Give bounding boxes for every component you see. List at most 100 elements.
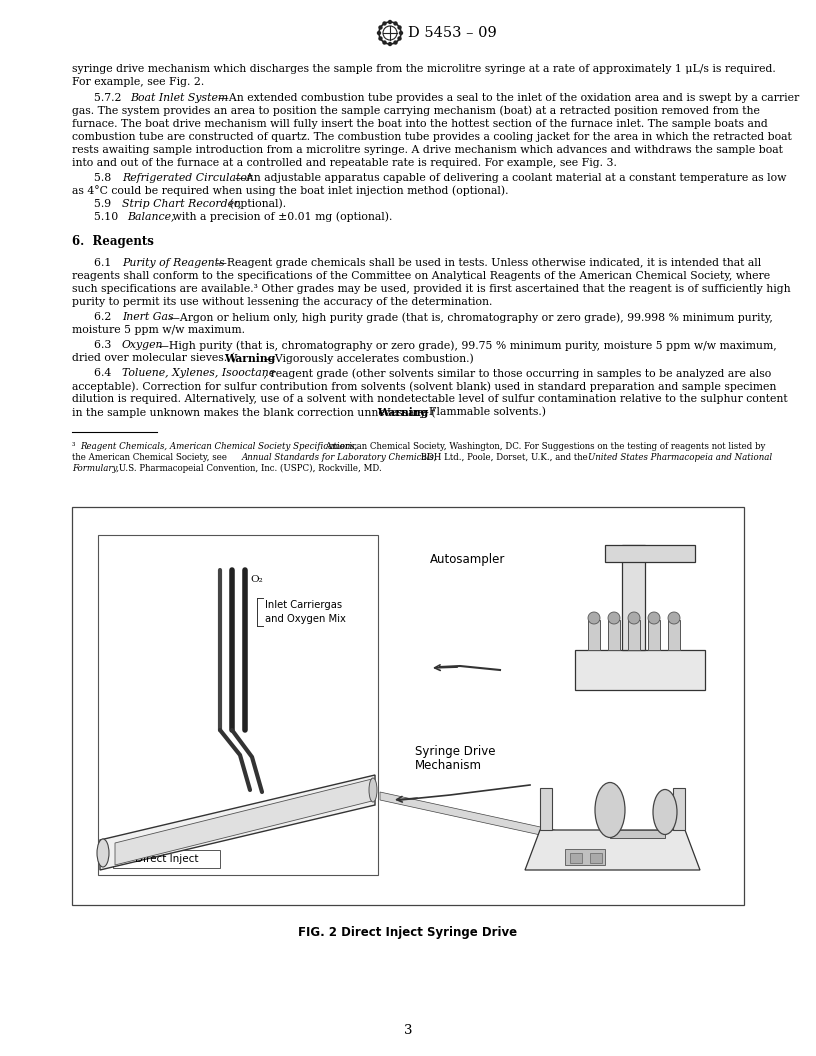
Text: dried over molecular sieves. (: dried over molecular sieves. ( (72, 354, 235, 363)
Circle shape (394, 41, 397, 44)
Circle shape (383, 22, 386, 25)
Text: Formulary,: Formulary, (72, 464, 119, 473)
Text: purity to permit its use without lessening the accuracy of the determination.: purity to permit its use without lesseni… (72, 298, 492, 307)
Bar (673, 788, 685, 830)
Bar (113, 850, 220, 868)
Polygon shape (100, 775, 375, 870)
Text: gas. The system provides an area to position the sample carrying mechanism (boat: gas. The system provides an area to posi… (72, 106, 760, 116)
Text: into and out of the furnace at a controlled and repeatable rate is required. For: into and out of the furnace at a control… (72, 157, 617, 168)
Text: —Vigorously accelerates combustion.): —Vigorously accelerates combustion.) (264, 354, 474, 364)
Polygon shape (605, 545, 695, 562)
Polygon shape (380, 792, 600, 848)
Bar (610, 830, 665, 838)
Text: —An extended combustion tube provides a seal to the inlet of the oxidation area : —An extended combustion tube provides a … (218, 93, 799, 102)
Text: 5.8: 5.8 (94, 172, 118, 183)
Text: with a precision of ±0.01 mg (optional).: with a precision of ±0.01 mg (optional). (169, 211, 392, 222)
Text: Boat Inlet System: Boat Inlet System (130, 93, 228, 102)
Polygon shape (575, 650, 705, 690)
Text: 6.  Reagents: 6. Reagents (72, 234, 154, 248)
Text: United States Pharmacopeia and National: United States Pharmacopeia and National (588, 453, 772, 461)
Circle shape (378, 32, 380, 35)
Text: furnace. The boat drive mechanism will fully insert the boat into the hottest se: furnace. The boat drive mechanism will f… (72, 118, 768, 129)
Circle shape (648, 612, 660, 624)
Text: acceptable). Correction for sulfur contribution from solvents (solvent blank) us: acceptable). Correction for sulfur contr… (72, 381, 776, 392)
Text: Syringe Drive: Syringe Drive (415, 744, 495, 758)
Text: 6.1: 6.1 (94, 259, 118, 268)
Text: Refrigerated Circulator: Refrigerated Circulator (122, 172, 252, 183)
Text: —Reagent grade chemicals shall be used in tests. Unless otherwise indicated, it : —Reagent grade chemicals shall be used i… (216, 259, 761, 268)
Text: —Flammable solvents.): —Flammable solvents.) (418, 408, 546, 417)
Circle shape (588, 612, 600, 624)
Ellipse shape (595, 782, 625, 837)
Ellipse shape (369, 778, 377, 802)
Text: 5.10: 5.10 (94, 211, 125, 222)
Circle shape (398, 26, 401, 29)
Text: FIG. 2 Direct Inject Syringe Drive: FIG. 2 Direct Inject Syringe Drive (299, 926, 517, 939)
Text: —An adjustable apparatus capable of delivering a coolant material at a constant : —An adjustable apparatus capable of deli… (235, 172, 787, 183)
Text: Warning: Warning (224, 354, 275, 364)
Text: 5.9: 5.9 (94, 199, 118, 208)
Circle shape (383, 41, 386, 44)
Text: moisture 5 ppm w/w maximum.: moisture 5 ppm w/w maximum. (72, 325, 245, 336)
Text: 6.4: 6.4 (94, 369, 118, 378)
Circle shape (388, 20, 392, 23)
Text: BDH Ltd., Poole, Dorset, U.K., and the: BDH Ltd., Poole, Dorset, U.K., and the (418, 453, 591, 461)
Text: —Argon or helium only, high purity grade (that is, chromatography or zero grade): —Argon or helium only, high purity grade… (169, 313, 773, 323)
Text: dilution is required. Alternatively, use of a solvent with nondetectable level o: dilution is required. Alternatively, use… (72, 394, 787, 404)
Text: Reagent Chemicals, American Chemical Society Specifications,: Reagent Chemicals, American Chemical Soc… (80, 441, 357, 451)
Text: Inert Gas: Inert Gas (122, 313, 174, 322)
Text: syringe drive mechanism which discharges the sample from the microlitre syringe : syringe drive mechanism which discharges… (72, 64, 776, 74)
Bar (570, 853, 582, 863)
Bar (628, 620, 640, 650)
Text: American Chemical Society, Washington, DC. For Suggestions on the testing of rea: American Chemical Society, Washington, D… (323, 441, 765, 451)
Text: Annual Standards for Laboratory Chemicals,: Annual Standards for Laboratory Chemical… (242, 453, 437, 461)
Text: 3: 3 (404, 1023, 412, 1037)
Bar (540, 788, 552, 830)
Bar (668, 620, 680, 650)
Text: 6.2: 6.2 (94, 313, 118, 322)
Text: D 5453 – 09: D 5453 – 09 (408, 26, 497, 40)
Text: in the sample unknown makes the blank correction unnecessary. (: in the sample unknown makes the blank co… (72, 408, 436, 418)
Polygon shape (115, 779, 372, 865)
Circle shape (394, 22, 397, 25)
Text: rests awaiting sample introduction from a microlitre syringe. A drive mechanism : rests awaiting sample introduction from … (72, 145, 783, 154)
Text: Oxygen: Oxygen (122, 340, 163, 351)
Bar (98, 535, 378, 875)
Text: For example, see Fig. 2.: For example, see Fig. 2. (72, 77, 204, 87)
Bar (608, 620, 620, 650)
Text: Purity of Reagents: Purity of Reagents (122, 259, 224, 268)
Circle shape (400, 32, 402, 35)
Ellipse shape (97, 840, 109, 867)
Bar (565, 849, 605, 865)
Text: the American Chemical Society, see: the American Chemical Society, see (72, 453, 230, 461)
Polygon shape (525, 830, 700, 870)
Text: Balance,: Balance, (127, 211, 175, 222)
Text: (optional).: (optional). (226, 199, 286, 209)
Bar (648, 620, 660, 650)
Circle shape (628, 612, 640, 624)
Ellipse shape (653, 790, 677, 834)
Text: Autosampler: Autosampler (430, 553, 505, 566)
Text: Inlet Carriergas: Inlet Carriergas (265, 600, 342, 610)
Text: combustion tube are constructed of quartz. The combustion tube provides a coolin: combustion tube are constructed of quart… (72, 132, 792, 142)
Text: such specifications are available.³ Other grades may be used, provided it is fir: such specifications are available.³ Othe… (72, 284, 791, 295)
Text: Strip Chart Recorder,: Strip Chart Recorder, (122, 199, 242, 208)
Circle shape (388, 42, 392, 45)
Polygon shape (622, 545, 645, 650)
Text: 5.7.2: 5.7.2 (94, 93, 128, 102)
Text: Direct Inject: Direct Inject (135, 854, 198, 864)
Bar (588, 620, 600, 650)
Text: Mechanism: Mechanism (415, 759, 482, 772)
Text: , reagent grade (other solvents similar to those occurring in samples to be anal: , reagent grade (other solvents similar … (260, 369, 771, 379)
Text: reagents shall conform to the specifications of the Committee on Analytical Reag: reagents shall conform to the specificat… (72, 271, 770, 281)
Circle shape (608, 612, 620, 624)
Text: and Oxygen Mix: and Oxygen Mix (265, 614, 346, 624)
Bar (590, 853, 602, 863)
Bar (72, 507, 744, 905)
Circle shape (379, 26, 382, 29)
Circle shape (668, 612, 680, 624)
Text: U.S. Pharmacopeial Convention, Inc. (USPC), Rockville, MD.: U.S. Pharmacopeial Convention, Inc. (USP… (116, 464, 382, 473)
Text: as 4°C could be required when using the boat inlet injection method (optional).: as 4°C could be required when using the … (72, 186, 508, 196)
Text: ³: ³ (72, 441, 78, 451)
Circle shape (398, 37, 401, 40)
